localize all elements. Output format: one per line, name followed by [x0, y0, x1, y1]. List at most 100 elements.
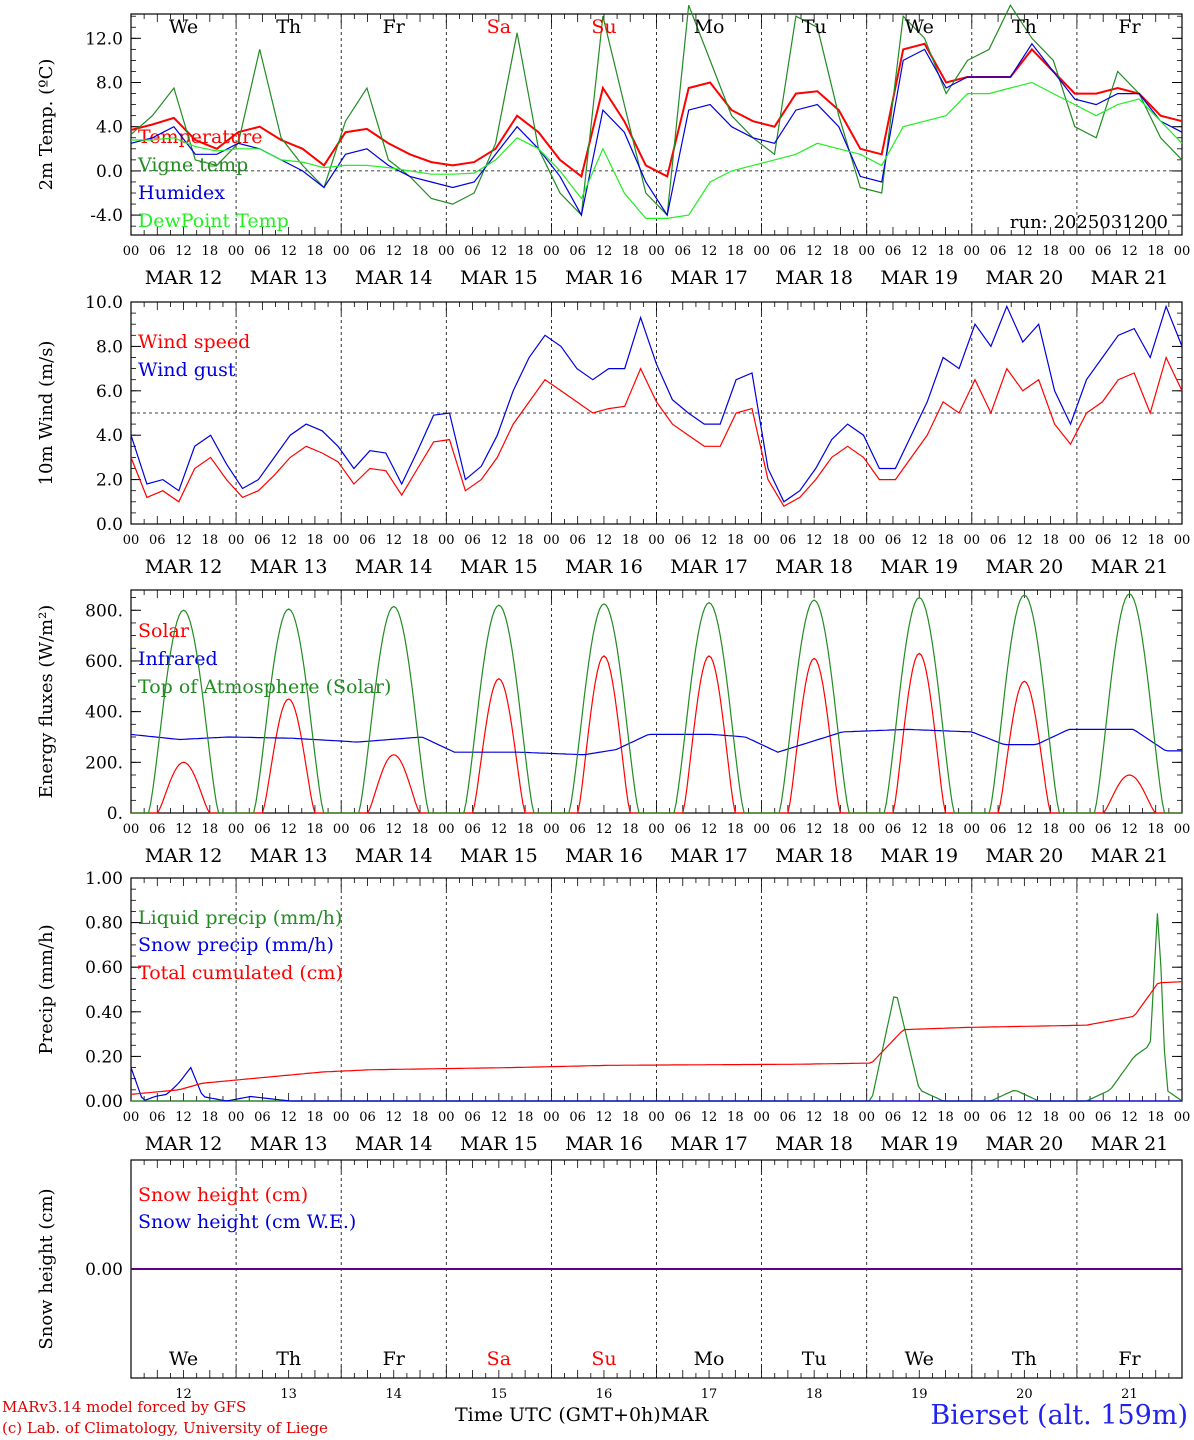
- y-axis-label: 10m Wind (m/s): [36, 341, 57, 486]
- hour-tick-label: 18: [1042, 822, 1059, 837]
- hour-tick-label: 18: [727, 533, 744, 548]
- weekday-label: Fr: [383, 1348, 406, 1370]
- weekday-label: Fr: [1118, 16, 1141, 38]
- date-label: MAR 16: [565, 267, 643, 289]
- date-label: MAR 18: [775, 556, 853, 578]
- hour-tick-label: 06: [359, 244, 376, 259]
- legend-entry: Wind gust: [138, 359, 236, 381]
- series-line: [130, 42, 1183, 217]
- weekday-label: Th: [276, 16, 301, 38]
- hour-tick-label: 06: [149, 244, 166, 259]
- hour-tick-label: 06: [254, 822, 271, 837]
- date-label: MAR 17: [670, 845, 748, 867]
- panel-2: 0.0 2.0 4.0 6.0 8.0 10.0 10m Wind (m/s) Wind sp…: [36, 293, 1190, 578]
- weekday-label: We: [169, 1348, 198, 1370]
- hour-tick-label: 00: [648, 533, 665, 548]
- hour-tick-label: 06: [780, 244, 797, 259]
- hour-tick-label: 12: [701, 1110, 718, 1125]
- legend-entry: Snow precip (mm/h): [138, 934, 334, 956]
- hour-tick-label: 12: [491, 1110, 508, 1125]
- hour-tick-label: 00: [228, 244, 245, 259]
- weekday-label: Fr: [383, 16, 406, 38]
- weekday-label: Mo: [694, 16, 725, 38]
- date-label: MAR 17: [670, 556, 748, 578]
- series-line: [131, 81, 1183, 219]
- model-credit: MARv3.14 model forced by GFS: [2, 1398, 247, 1416]
- hour-tick-label: 12: [385, 822, 402, 837]
- hour-tick-label: 18: [937, 244, 954, 259]
- date-label: MAR 20: [985, 845, 1063, 867]
- date-label: MAR 18: [775, 267, 853, 289]
- date-label: MAR 21: [1091, 556, 1169, 578]
- date-label: MAR 20: [985, 1133, 1063, 1155]
- hour-tick-label: 18: [832, 822, 849, 837]
- legend-entry: Humidex: [138, 182, 225, 204]
- hour-tick-label: 18: [202, 533, 219, 548]
- hour-tick-label: 06: [1095, 1110, 1112, 1125]
- hour-tick-label: 00: [333, 822, 350, 837]
- hour-tick-label: 12: [806, 822, 823, 837]
- hour-tick-label: 12: [701, 822, 718, 837]
- date-label: MAR 15: [460, 845, 538, 867]
- date-label: MAR 16: [565, 845, 643, 867]
- legend-entry: Solar: [138, 620, 190, 642]
- hour-tick-label: 06: [780, 1110, 797, 1125]
- hour-tick-label: 00: [1069, 822, 1086, 837]
- hour-tick-label: 00: [858, 533, 875, 548]
- hour-tick-label: 06: [254, 533, 271, 548]
- day-number-label: 18: [806, 1387, 823, 1402]
- day-number-label: 13: [280, 1387, 297, 1402]
- hour-tick-label: 18: [937, 1110, 954, 1125]
- time-axis-caption: Time UTC (GMT+0h)MAR: [455, 1404, 708, 1426]
- hour-tick-label: 06: [885, 822, 902, 837]
- series-line: [130, 304, 1183, 503]
- hour-tick-label: 18: [727, 244, 744, 259]
- hour-tick-label: 00: [123, 244, 140, 259]
- hour-tick-label: 12: [596, 533, 613, 548]
- hour-tick-label: 06: [1095, 533, 1112, 548]
- hour-tick-label: 12: [1121, 244, 1138, 259]
- hour-tick-label: 12: [806, 533, 823, 548]
- date-label: MAR 15: [460, 1133, 538, 1155]
- hour-tick-label: 00: [438, 533, 455, 548]
- date-label: MAR 13: [250, 267, 328, 289]
- date-label: MAR 19: [880, 845, 958, 867]
- hour-tick-label: 12: [280, 822, 297, 837]
- hour-tick-label: 00: [753, 244, 770, 259]
- weekday-label: Mo: [694, 1348, 725, 1370]
- date-label: MAR 21: [1091, 1133, 1169, 1155]
- date-label: MAR 17: [670, 1133, 748, 1155]
- legend-entry: Wind speed: [138, 331, 250, 353]
- legend-entry: Snow height (cm): [138, 1184, 308, 1206]
- hour-tick-label: 06: [254, 244, 271, 259]
- series-line: [130, 1066, 1182, 1102]
- hour-tick-label: 00: [123, 1110, 140, 1125]
- hour-tick-label: 18: [832, 244, 849, 259]
- hour-tick-label: 12: [491, 822, 508, 837]
- day-number-label: 20: [1016, 1387, 1033, 1402]
- hour-tick-label: 12: [1121, 822, 1138, 837]
- hour-tick-label: 18: [517, 1110, 534, 1125]
- weekday-label: We: [905, 16, 934, 38]
- hour-tick-label: 12: [701, 244, 718, 259]
- hour-tick-label: 18: [517, 244, 534, 259]
- legend-entry: Infrared: [138, 648, 218, 670]
- hour-tick-label: 12: [175, 1110, 192, 1125]
- weekday-label: Fr: [1118, 1348, 1141, 1370]
- hour-tick-label: 00: [964, 1110, 981, 1125]
- weekday-label: Su: [591, 1348, 616, 1370]
- hour-tick-label: 06: [569, 822, 586, 837]
- legend-entry: Liquid precip (mm/h): [138, 907, 342, 929]
- panel-1: -4.0 0.0 4.0 8.0 12.0 2m Temp. (ºC) Temperatur…: [36, 3, 1190, 289]
- hour-tick-label: 00: [333, 1110, 350, 1125]
- hour-tick-label: 12: [596, 1110, 613, 1125]
- hour-tick-label: 18: [1042, 533, 1059, 548]
- hour-tick-label: 00: [333, 533, 350, 548]
- hour-tick-label: 06: [675, 244, 692, 259]
- weekday-label: Tu: [802, 1348, 827, 1370]
- date-label: MAR 12: [145, 1133, 223, 1155]
- hour-tick-label: 06: [464, 822, 481, 837]
- date-label: MAR 20: [985, 267, 1063, 289]
- y-tick-label: 800.: [85, 601, 123, 621]
- hour-tick-label: 06: [464, 533, 481, 548]
